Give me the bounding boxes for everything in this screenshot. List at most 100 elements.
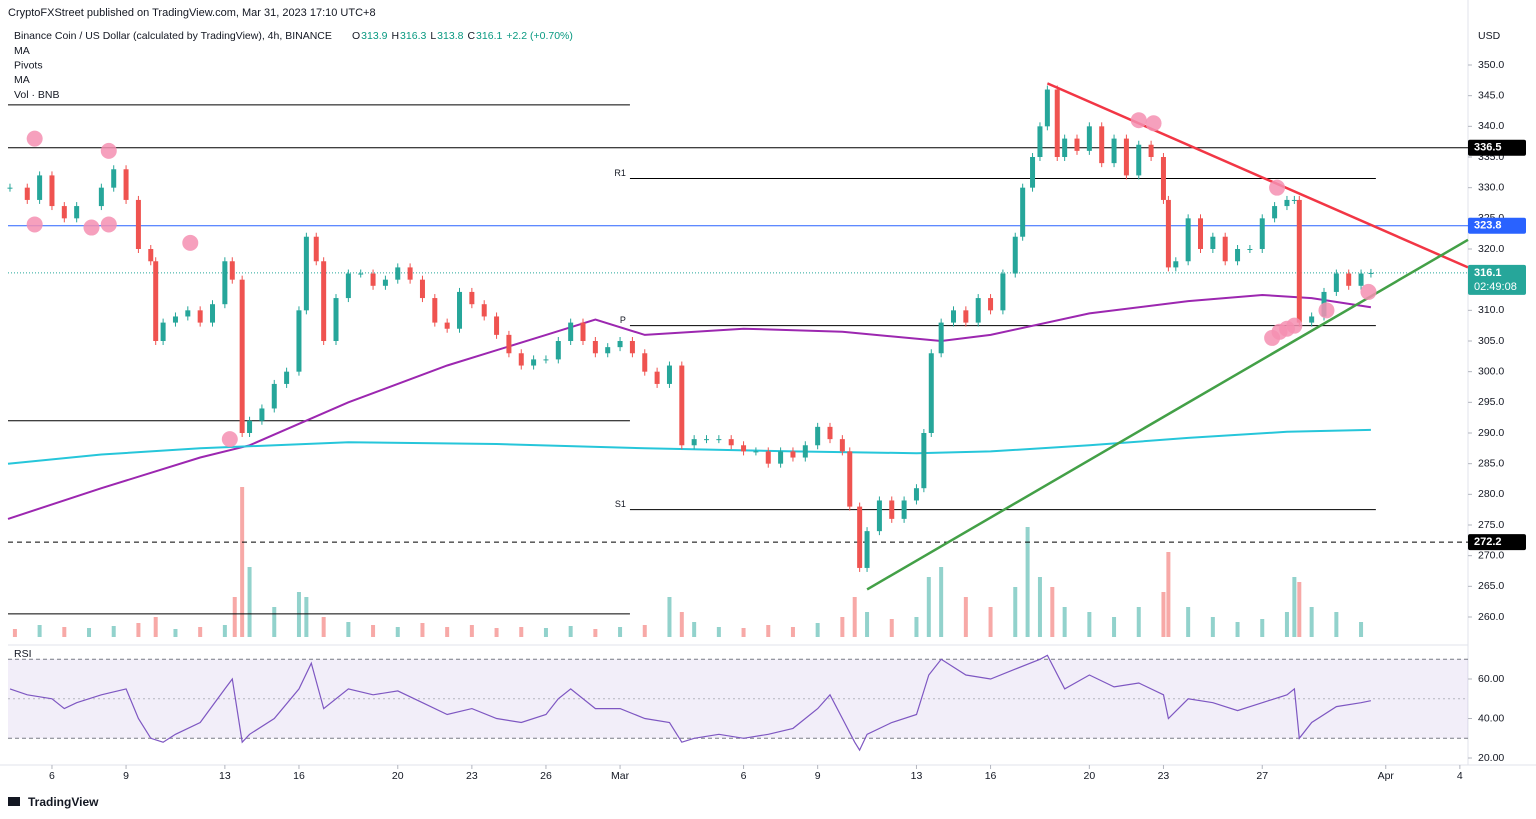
volume-bar	[1136, 607, 1141, 637]
volume-bar	[198, 627, 203, 637]
candle	[153, 261, 159, 341]
volume-bar	[1260, 619, 1265, 637]
candle	[1020, 187, 1026, 237]
volume-bar	[1292, 577, 1297, 637]
x-tick-label: 6	[741, 770, 747, 782]
candle	[407, 267, 413, 280]
last-price-label: 316.1	[1474, 267, 1502, 279]
symbol: Binance Coin / US Dollar (calculated by …	[14, 30, 332, 42]
candle	[921, 433, 927, 489]
volume-bar	[1166, 552, 1171, 637]
candle	[555, 341, 561, 360]
y-tick-label: 295.0	[1478, 396, 1504, 408]
candle	[1037, 126, 1043, 157]
candle	[704, 439, 710, 441]
level-label-bg	[1468, 534, 1526, 551]
volume-bar	[111, 626, 116, 637]
volume-bar	[321, 617, 326, 637]
volume-bar	[395, 627, 400, 637]
last-price-label-bg	[1468, 264, 1526, 295]
ohlc-key: O	[352, 30, 360, 42]
volume-bar	[12, 629, 17, 637]
volume-bar	[593, 629, 598, 637]
candle	[580, 322, 586, 341]
marker	[1360, 283, 1377, 300]
candle	[963, 310, 969, 323]
candle	[313, 236, 319, 262]
candle	[345, 273, 351, 299]
volume-bar	[914, 617, 919, 637]
pivot-label: R1	[614, 168, 626, 178]
candle	[494, 316, 500, 335]
candle	[303, 236, 309, 311]
volume-bar	[371, 625, 376, 637]
volume-bar	[1087, 612, 1092, 637]
x-tick-label: 16	[985, 770, 997, 782]
volume-bar	[222, 625, 227, 637]
candle	[847, 451, 853, 507]
volume-bar	[247, 567, 252, 637]
level-label-bg	[1468, 139, 1526, 156]
volume-bar	[1210, 617, 1215, 637]
candle	[506, 334, 512, 354]
volume-bar	[543, 628, 548, 637]
moving-average	[7, 293, 1372, 520]
candle	[321, 261, 327, 341]
candle	[259, 408, 265, 421]
volume-bar	[1112, 617, 1117, 637]
ohlc-value: 313.9	[361, 30, 387, 42]
candle	[222, 261, 228, 305]
candle	[778, 451, 784, 464]
candle	[1309, 316, 1315, 323]
candle	[642, 353, 648, 372]
volume-bar	[766, 625, 771, 637]
candle	[1346, 273, 1352, 286]
marker	[26, 130, 43, 147]
volume-bar	[840, 617, 845, 637]
candle	[432, 298, 438, 323]
volume-bar	[1062, 607, 1067, 637]
level-label: 272.2	[1474, 536, 1502, 548]
volume-bar	[346, 622, 351, 637]
candle	[889, 500, 895, 519]
indicator-label: MA	[14, 74, 30, 86]
candle	[111, 169, 117, 188]
ohlc-key: H	[391, 30, 399, 42]
marker	[100, 216, 117, 233]
candle	[568, 322, 574, 341]
candle	[629, 341, 635, 354]
currency: USD	[1478, 30, 1501, 42]
candle	[24, 187, 30, 200]
indicator-label: Vol · BNB	[14, 89, 60, 101]
y-tick-label: 270.0	[1478, 549, 1504, 561]
candle	[1123, 138, 1129, 176]
marker	[1130, 112, 1147, 129]
y-tick-label: 290.0	[1478, 427, 1504, 439]
candle	[1173, 261, 1179, 268]
y-tick-label: 260.0	[1478, 611, 1504, 623]
volume-bar	[815, 623, 820, 637]
marker	[1269, 179, 1286, 196]
candle	[1368, 272, 1374, 274]
candle	[148, 249, 154, 262]
y-tick-label: 265.0	[1478, 580, 1504, 592]
volume-bar	[445, 627, 450, 637]
volume-bar	[1186, 607, 1191, 637]
x-tick-label: 6	[49, 770, 55, 782]
candle	[1284, 199, 1290, 207]
candle	[284, 371, 290, 384]
candle	[617, 341, 623, 348]
x-tick-label: 4	[1457, 770, 1463, 782]
y-tick-label: 280.0	[1478, 488, 1504, 500]
x-tick-label: Apr	[1378, 770, 1395, 782]
candle	[37, 175, 43, 200]
marker	[221, 431, 238, 448]
candle	[741, 445, 747, 452]
candle	[1247, 249, 1253, 250]
x-tick-label: 16	[293, 770, 305, 782]
pivot-label: S1	[615, 499, 626, 509]
volume-bar	[153, 617, 158, 637]
candle	[1148, 144, 1154, 157]
ohlc-value: 316.1	[476, 30, 502, 42]
marker	[26, 216, 43, 233]
